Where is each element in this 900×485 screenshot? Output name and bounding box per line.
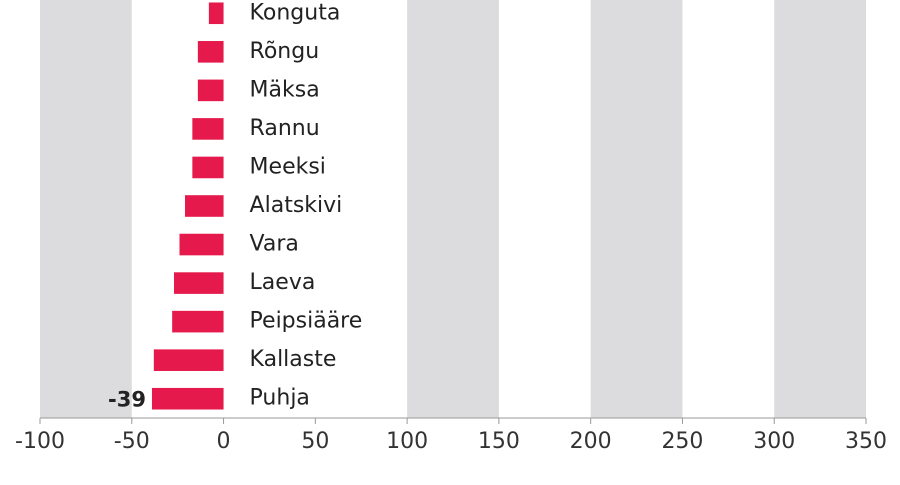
bar	[172, 310, 224, 333]
x-tick-label: 100	[386, 429, 428, 454]
category-label: Laeva	[250, 270, 316, 295]
x-tick-label: 250	[661, 429, 703, 454]
category-label: Kallaste	[250, 347, 337, 372]
category-label: Vara	[250, 232, 299, 257]
x-tick-label: 0	[217, 429, 231, 454]
category-label: Peipsiääre	[250, 309, 363, 334]
category-label: Mäksa	[250, 77, 320, 102]
x-tick-label: -100	[15, 429, 65, 454]
category-label: Konguta	[250, 0, 341, 25]
bar	[192, 118, 224, 140]
grid-band	[774, 0, 866, 418]
bar	[197, 41, 224, 63]
label-background	[223, 0, 394, 418]
grid-band	[407, 0, 499, 418]
bar	[153, 349, 224, 371]
grid-band	[590, 0, 683, 418]
bar	[179, 233, 224, 256]
x-tick-label: 50	[301, 429, 329, 454]
bar	[151, 387, 224, 410]
bar	[192, 156, 224, 179]
x-tick-label: 150	[478, 429, 520, 454]
x-tick-label: 300	[753, 429, 795, 454]
category-label: Meeksi	[250, 154, 326, 179]
grid-band	[40, 0, 132, 418]
bar	[208, 2, 224, 25]
category-label: Rõngu	[250, 39, 320, 64]
bar	[173, 272, 224, 294]
category-label: Rannu	[250, 116, 320, 141]
bar	[197, 79, 224, 102]
category-label: Puhja	[250, 386, 310, 411]
x-tick-label: 200	[570, 429, 612, 454]
category-label: Alatskivi	[250, 193, 343, 218]
x-tick-label: 350	[845, 429, 887, 454]
x-tick-label: -50	[114, 429, 150, 454]
value-label: -39	[108, 388, 146, 412]
bar	[185, 195, 224, 217]
